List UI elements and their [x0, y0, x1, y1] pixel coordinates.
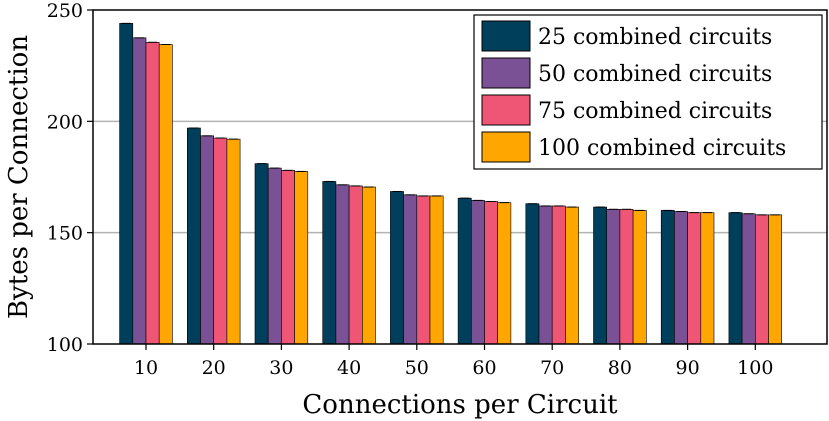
- bar-90-50-combined-circuits: [674, 211, 688, 345]
- bar-90-75-combined-circuits: [687, 212, 702, 345]
- bar-40-25-combined-circuits: [322, 181, 337, 345]
- bar-70-100-combined-circuits: [565, 206, 579, 345]
- x-tick-label: 100: [737, 357, 773, 379]
- bar-100-25-combined-circuits: [728, 212, 743, 345]
- bar-10-50-combined-circuits: [132, 37, 147, 345]
- x-tick-label: 60: [472, 357, 496, 379]
- bar-70-75-combined-circuits: [551, 205, 566, 345]
- bar-20-75-combined-circuits: [213, 137, 228, 345]
- bar-90-25-combined-circuits: [660, 210, 675, 345]
- bar-100-75-combined-circuits: [754, 214, 769, 345]
- bar-30-100-combined-circuits: [294, 171, 309, 345]
- x-tick-label: 30: [269, 357, 293, 379]
- bar-100-100-combined-circuits: [768, 214, 782, 345]
- bar-30-50-combined-circuits: [267, 167, 282, 345]
- legend-label: 25 combined circuits: [538, 25, 772, 50]
- y-tick-label: 150: [47, 223, 83, 245]
- bar-40-50-combined-circuits: [335, 184, 350, 345]
- legend-box: [473, 14, 823, 170]
- bar-70-50-combined-circuits: [538, 205, 553, 345]
- legend: 25 combined circuits 50 combined circuits…: [473, 14, 823, 170]
- x-tick-label: 90: [676, 357, 700, 379]
- bar-10-100-combined-circuits: [158, 44, 173, 345]
- bar-50-75-combined-circuits: [416, 195, 431, 345]
- plot-frame: [92, 9, 828, 345]
- x-tick-label: 20: [202, 357, 226, 379]
- x-tick-label: 50: [405, 357, 429, 379]
- legend-label: 100 combined circuits: [538, 136, 786, 161]
- bar-30-25-combined-circuits: [254, 163, 269, 345]
- bar-90-100-combined-circuits: [700, 212, 715, 345]
- bar-30-75-combined-circuits: [281, 170, 295, 345]
- x-tick-label: 70: [540, 357, 564, 379]
- bar-20-50-combined-circuits: [200, 135, 214, 345]
- bar-60-100-combined-circuits: [497, 202, 512, 345]
- bar-50-25-combined-circuits: [390, 191, 404, 345]
- bar-10-25-combined-circuits: [119, 23, 134, 345]
- bar-40-75-combined-circuits: [348, 185, 363, 345]
- bar-80-75-combined-circuits: [619, 208, 634, 345]
- bar-20-25-combined-circuits: [187, 127, 201, 345]
- x-tick-label: 10: [134, 357, 158, 379]
- legend-swatch: [481, 20, 531, 52]
- bar-40-100-combined-circuits: [361, 186, 376, 345]
- bar-80-100-combined-circuits: [632, 210, 647, 345]
- legend-swatch: [481, 94, 531, 126]
- y-tick-label: 250: [47, 0, 83, 22]
- bar-20-100-combined-circuits: [226, 138, 241, 345]
- x-tick-label: 40: [337, 357, 361, 379]
- bar-70-25-combined-circuits: [525, 203, 540, 345]
- y-axis-title: Bytes per Connection: [4, 35, 34, 319]
- bar-60-50-combined-circuits: [470, 200, 485, 345]
- legend-label: 75 combined circuits: [538, 99, 772, 124]
- bar-80-50-combined-circuits: [606, 208, 621, 345]
- bar-10-75-combined-circuits: [145, 41, 160, 345]
- y-axis-ticks: 100 150 200 250: [47, 0, 93, 356]
- legend-swatch: [481, 57, 531, 89]
- bar-100-50-combined-circuits: [741, 213, 756, 345]
- bars: [119, 22, 782, 345]
- bar-80-25-combined-circuits: [593, 206, 607, 345]
- x-axis-title: Connections per Circuit: [302, 390, 618, 420]
- legend-label: 50 combined circuits: [538, 62, 772, 87]
- y-tick-label: 100: [47, 334, 83, 356]
- bar-50-50-combined-circuits: [403, 194, 418, 345]
- bar-60-75-combined-circuits: [484, 201, 498, 345]
- bar-60-25-combined-circuits: [457, 197, 472, 345]
- legend-swatch: [481, 131, 531, 163]
- x-tick-label: 80: [608, 357, 632, 379]
- y-tick-label: 200: [47, 111, 83, 133]
- bar-50-100-combined-circuits: [429, 195, 444, 345]
- x-axis-ticks: 10 20 30 40 50 60 70 80 90 100: [134, 344, 773, 379]
